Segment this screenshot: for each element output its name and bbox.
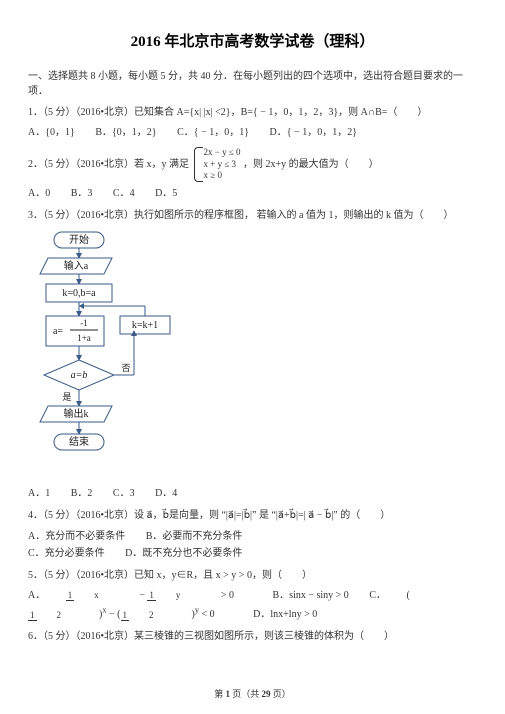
q2-opt-c: C．4 [113, 188, 135, 199]
q3-opt-d: D．4 [155, 488, 177, 499]
q4-opt-d: D．既不充分也不必要条件 [125, 548, 242, 559]
flow-no: 否 [121, 363, 130, 373]
q5c-pre: C． [369, 590, 386, 601]
flow-inc: k=k+1 [132, 320, 158, 331]
q2-stem-post: ，则 2x+y 的最大值为（ ） [243, 159, 379, 170]
q5a-post: > 0 [221, 590, 234, 601]
q3-opt-b: B．2 [71, 488, 93, 499]
footer-mid: 页（共 [230, 689, 262, 699]
flow-start: 开始 [69, 233, 89, 246]
question-4: 4．（5 分）（2016•北京）设 a⃗，b⃗是向量，则 “|a⃗|=|b⃗|”… [28, 508, 477, 524]
q5-opt-a: A． 1x − 1y > 0 [28, 590, 255, 601]
q5c-f2t: 1 [121, 610, 130, 621]
q3-opt-c: C．3 [113, 488, 135, 499]
page-footer: 第 1 页（共 29 页） [0, 687, 505, 700]
footer-pre: 第 [214, 689, 225, 699]
q2-opt-b: B．3 [71, 188, 93, 199]
flowchart-svg: 开始 输入a k=0,b=a a= -1 1+a k=k+1 a=b 否 是 输… [34, 230, 204, 480]
q4-opt-b: B．必要而不充分条件 [146, 531, 243, 542]
q5c-f1t: 1 [28, 610, 37, 621]
question-2: 2．（5 分）（2016•北京）若 x，y 满足 2x − y ≤ 0 x + … [28, 147, 477, 182]
footer-total: 29 [262, 689, 271, 699]
q1-opt-d: D．{ − 1，0，1，2} [270, 127, 357, 138]
q2-system: 2x − y ≤ 0 x + y ≤ 3 x ≥ 0 [192, 147, 241, 182]
q5a-f1t: 1 [66, 590, 75, 601]
q5a-frac1: 1x [66, 591, 119, 600]
footer-post: 页） [271, 689, 291, 699]
flow-assign-bot: 1+a [77, 333, 91, 343]
q5-opt-d: D．lnx+lny > 0 [253, 609, 317, 620]
flowchart: 开始 输入a k=0,b=a a= -1 1+a k=k+1 a=b 否 是 输… [34, 230, 204, 480]
section-header: 一、选择题共 8 小题，每小题 5 分，共 40 分．在每小题列出的四个选项中，… [28, 69, 477, 99]
q1-opt-c: C．{ − 1，0，1} [177, 127, 249, 138]
q5-opt-b: B．sinx − siny > 0 [273, 590, 349, 601]
q4-opt-a: A．充分而不必要条件 [28, 531, 125, 542]
question-5: 5．（5 分）（2016•北京）已知 x，y∈R，且 x > y > 0，则（ … [28, 568, 477, 584]
question-3-options: A．1 B．2 C．3 D．4 [28, 486, 477, 502]
q5c-post: < 0 [202, 609, 215, 620]
question-2-options: A．0 B．3 C．4 D．5 [28, 186, 477, 202]
question-3: 3．（5 分）（2016•北京）执行如图所示的程序框图， 若输入的 a 值为 1… [28, 208, 477, 224]
q1-opt-b: B．{0，1，2} [95, 127, 156, 138]
q5a-f2t: 1 [147, 590, 156, 601]
page-title: 2016 年北京市高考数学试卷（理科） [28, 30, 477, 51]
q2-sys-l1: 2x − y ≤ 0 [204, 147, 241, 159]
flow-init: k=0,b=a [62, 288, 96, 299]
question-1-options: A．{0，1} B．{0，1，2} C．{ − 1，0，1} D．{ − 1，0… [28, 125, 477, 141]
q5a-pre: A． [28, 590, 45, 601]
flow-yes: 是 [62, 392, 71, 402]
q2-stem-pre: 2．（5 分）（2016•北京）若 x，y 满足 [28, 159, 189, 170]
q2-opt-d: D．5 [155, 188, 177, 199]
q2-sys-l3: x ≥ 0 [204, 170, 241, 182]
question-4-options: A．充分而不必要条件 B．必要而不充分条件 C．充分必要条件 D．既不充分也不必… [28, 528, 477, 562]
question-5-options: A． 1x − 1y > 0 B．sinx − siny > 0 C． (12)… [28, 588, 477, 623]
q1-opt-a: A．{0，1} [28, 127, 75, 138]
flow-assign-lhs: a= [53, 326, 63, 337]
q5c-frac1: 12 [28, 611, 81, 620]
flow-end: 结束 [69, 435, 89, 448]
q4-opt-c: C．充分必要条件 [28, 548, 105, 559]
question-6: 6．（5 分）（2016•北京）某三棱锥的三视图如图所示，则该三棱锥的体积为（ … [28, 629, 477, 645]
q3-opt-a: A．1 [28, 488, 50, 499]
flow-cond: a=b [71, 370, 88, 381]
flow-output: 输出k [64, 407, 89, 420]
q5c-frac2: 12 [121, 611, 174, 620]
flow-assign-top: -1 [80, 318, 88, 328]
q2-sys-l2: x + y ≤ 3 [204, 159, 241, 171]
q5a-f2b: y [174, 590, 183, 600]
q5a-frac2: 1y [147, 591, 200, 600]
flow-input: 输入a [64, 259, 89, 272]
q2-opt-a: A．0 [28, 188, 50, 199]
q5c-f2b: 2 [147, 610, 156, 620]
q5c-f1b: 2 [55, 610, 64, 620]
question-1: 1．（5 分）（2016•北京）已知集合 A={x| |x| <2}，B={ −… [28, 105, 477, 121]
q5a-f1b: x [92, 590, 101, 600]
